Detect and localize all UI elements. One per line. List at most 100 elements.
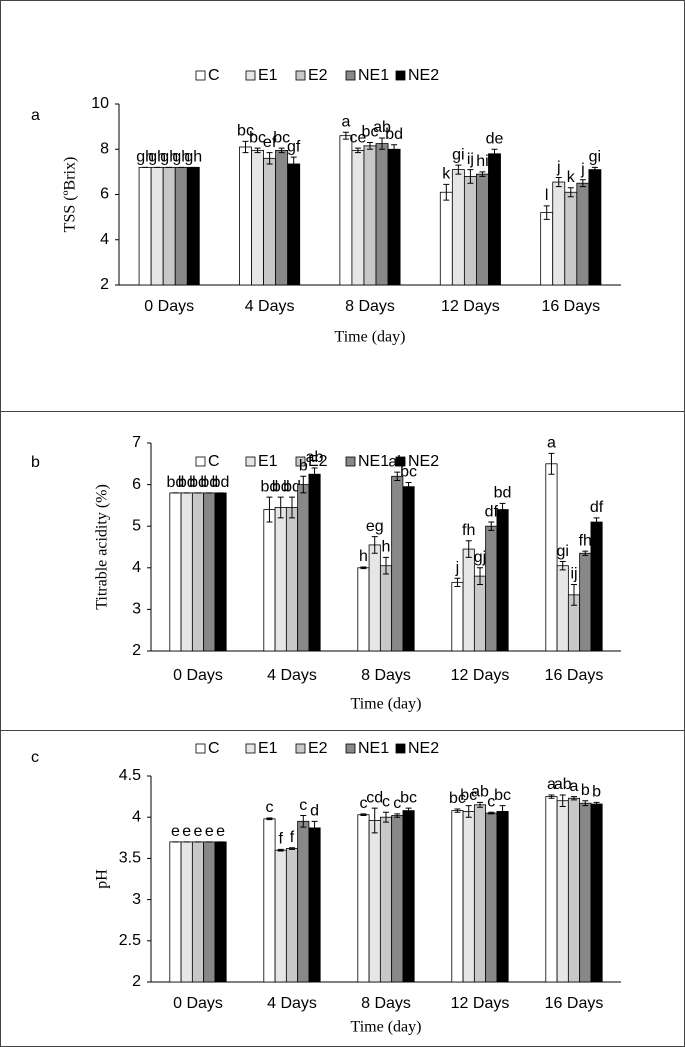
- significance-label: ab: [388, 453, 406, 470]
- error-bar: [266, 152, 273, 165]
- bar: [357, 814, 370, 983]
- significance-label: a: [570, 778, 579, 795]
- error-bar: [289, 847, 295, 850]
- bar: [391, 475, 404, 652]
- bar: [540, 212, 554, 286]
- x-tick-label: 12 Days: [441, 298, 500, 315]
- significance-label: de: [486, 130, 504, 147]
- error-bar: [555, 177, 562, 188]
- error-bar: [266, 496, 273, 523]
- significance-label: bc: [400, 464, 417, 481]
- significance-label: bd: [494, 485, 512, 502]
- significance-label: gf: [287, 138, 301, 155]
- bar: [496, 509, 509, 652]
- significance-label: ab: [373, 119, 391, 136]
- bar: [174, 166, 188, 286]
- bar: [368, 820, 381, 983]
- significance-label: ef: [263, 134, 277, 151]
- error-bar: [405, 482, 412, 492]
- significance-label: bc: [273, 129, 290, 146]
- bar: [357, 567, 370, 652]
- error-bar: [354, 147, 361, 154]
- bar: [402, 486, 415, 652]
- x-tick-label: 0 Days: [144, 298, 194, 315]
- legend-swatch: [345, 70, 356, 81]
- significance-label: bc: [249, 129, 266, 146]
- significance-label: a: [547, 776, 556, 793]
- significance-label: e: [182, 823, 191, 840]
- significance-label: bc: [494, 787, 511, 804]
- error-bar: [548, 794, 555, 799]
- significance-label: eg: [366, 518, 384, 535]
- significance-label: bd: [212, 474, 230, 491]
- significance-label: e: [205, 823, 214, 840]
- error-bar: [491, 148, 498, 159]
- legend-label: NE1: [358, 740, 389, 757]
- error-bar: [582, 550, 589, 556]
- significance-label: ab: [471, 784, 489, 801]
- error-bar: [290, 156, 297, 172]
- bar: [556, 565, 569, 652]
- significance-label: h: [359, 548, 368, 565]
- bar: [379, 565, 393, 652]
- error-bar: [277, 496, 284, 519]
- legend-label: C: [208, 67, 220, 84]
- significance-label: e: [216, 823, 225, 840]
- bar: [180, 492, 193, 652]
- error-bar: [266, 817, 273, 821]
- significance-label: l: [545, 187, 549, 204]
- legend-label: C: [208, 453, 220, 470]
- significance-label: bd: [178, 474, 196, 491]
- significance-label: bd: [385, 126, 403, 143]
- significance-label: bd: [261, 478, 279, 495]
- significance-label: a: [547, 435, 556, 452]
- bar: [285, 507, 299, 652]
- error-bar: [593, 801, 600, 807]
- bar: [590, 803, 603, 983]
- bar: [451, 169, 465, 286]
- legend-label: NE2: [408, 453, 439, 470]
- y-tick-label: 4.5: [119, 767, 141, 784]
- significance-label: gi: [556, 543, 568, 560]
- bar: [263, 818, 276, 983]
- error-bar: [455, 164, 462, 175]
- significance-label: b: [299, 457, 308, 474]
- bar: [462, 811, 475, 983]
- y-tick-label: 6: [132, 476, 141, 493]
- significance-label: fh: [579, 532, 592, 549]
- legend-swatch: [295, 456, 306, 467]
- error-bar: [499, 502, 506, 517]
- legend-swatch: [245, 743, 256, 754]
- bar: [590, 521, 603, 652]
- significance-label: gh: [136, 149, 154, 166]
- bar: [391, 815, 404, 983]
- x-tick-label: 8 Days: [361, 995, 411, 1012]
- bar: [439, 191, 453, 286]
- x-axis-title: Time (day): [351, 696, 422, 713]
- legend-label: E2: [308, 67, 328, 84]
- x-tick-label: 8 Days: [345, 298, 395, 315]
- error-bar: [360, 566, 367, 570]
- bar: [588, 169, 602, 286]
- x-tick-label: 16 Days: [545, 995, 604, 1012]
- panel-label: a: [31, 107, 40, 124]
- significance-label: df: [485, 503, 499, 520]
- error-bar: [367, 141, 373, 150]
- significance-label: f: [278, 831, 283, 848]
- significance-label: a: [341, 114, 350, 131]
- bar: [579, 552, 592, 652]
- bar: [545, 463, 558, 652]
- bar: [297, 484, 310, 652]
- error-bar: [479, 171, 486, 177]
- error-bar: [371, 807, 378, 834]
- error-bar: [477, 801, 483, 808]
- legend-swatch: [395, 743, 406, 754]
- x-tick-label: 4 Days: [267, 667, 317, 684]
- significance-label: d: [310, 803, 319, 820]
- legend-label: NE1: [358, 453, 389, 470]
- legend-swatch: [345, 743, 356, 754]
- bar: [488, 153, 501, 286]
- error-bar: [488, 811, 495, 815]
- significance-label: bd: [189, 474, 207, 491]
